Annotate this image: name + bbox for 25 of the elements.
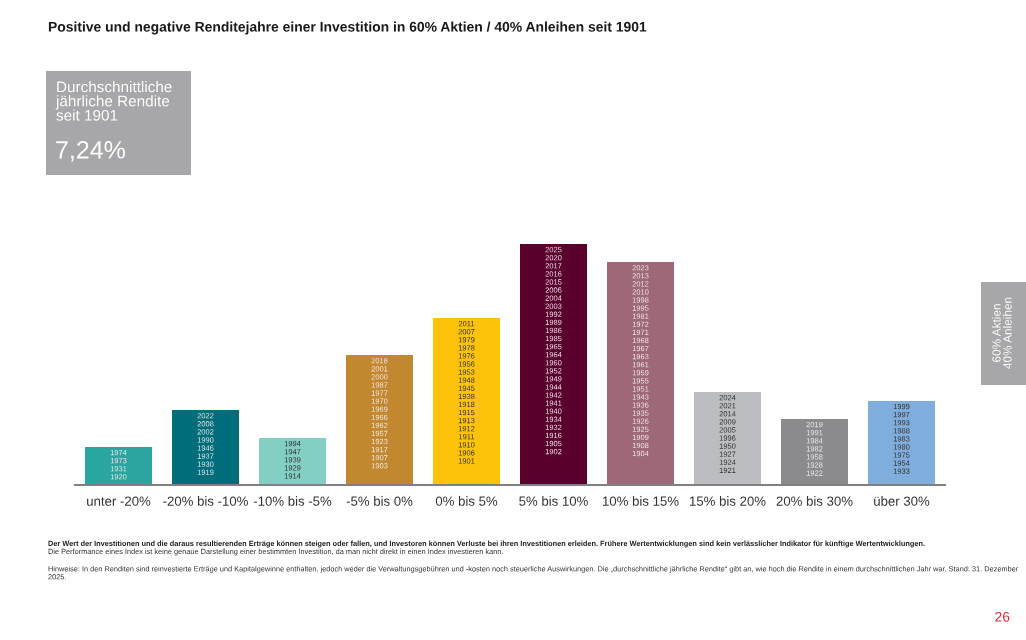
bar <box>781 418 848 485</box>
text: 60% Aktien 40% Anleihen <box>991 297 1012 369</box>
x-tick-label: über 30% <box>874 496 930 506</box>
x-tick-label: 10% bis 15% <box>603 496 679 506</box>
text: 26 <box>995 611 1010 622</box>
chart-title: Positive und negative Renditejahre einer Investition in 60% Aktien / 40% Anleihen seit 1901 <box>48 21 647 35</box>
x-tick-label: 0% bis 5% <box>435 496 498 506</box>
text: 7,24% <box>56 141 125 162</box>
bar <box>172 410 239 485</box>
bar <box>607 262 674 485</box>
x-tick-label: unter -20% <box>87 496 151 506</box>
x-tick-label: 20% bis 30% <box>776 496 853 506</box>
bar <box>520 244 587 485</box>
text: Durchschnittliche jährliche Rendite seit 1901 <box>55 81 172 121</box>
bar <box>346 355 413 485</box>
bar <box>85 446 152 485</box>
bar <box>259 438 326 485</box>
bar <box>433 317 500 485</box>
x-tick-label: -5% bis 0% <box>346 496 413 506</box>
x-tick-label: 15% bis 20% <box>690 496 766 506</box>
x-tick-label: -10% bis -5% <box>253 496 332 506</box>
bar <box>868 400 935 485</box>
x-tick-label: 5% bis 10% <box>519 496 588 506</box>
bar <box>694 391 761 485</box>
x-tick-label: -20% bis -10% <box>163 496 248 506</box>
